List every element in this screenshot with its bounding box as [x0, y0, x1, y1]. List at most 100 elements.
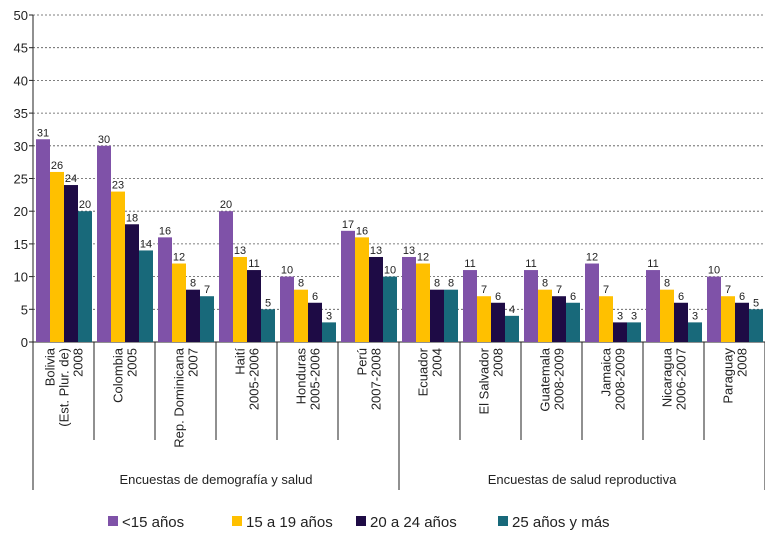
- value-label: 5: [265, 297, 271, 309]
- x-tick-label: 2008: [71, 348, 86, 377]
- x-tick-label: Rep. Dominicana: [172, 347, 187, 447]
- bar: [735, 302, 749, 342]
- bar: [707, 276, 721, 342]
- value-label: 11: [525, 258, 536, 270]
- bar: [111, 191, 125, 342]
- bar: [261, 309, 275, 342]
- bar: [355, 237, 369, 342]
- value-label: 10: [708, 265, 720, 277]
- bar: [430, 289, 444, 342]
- value-label: 17: [342, 219, 354, 231]
- bar: [674, 302, 688, 342]
- bar: [369, 256, 383, 342]
- legend-swatch: [356, 516, 366, 526]
- value-label: 12: [586, 252, 598, 264]
- value-label: 18: [126, 212, 138, 224]
- bar: [505, 315, 519, 342]
- bar: [341, 230, 355, 342]
- x-tick-label: Paraguay: [721, 348, 736, 404]
- x-tick-label: Bolivia: [43, 347, 58, 386]
- x-tick-label: 2006-2007: [674, 348, 689, 410]
- x-tick-label: 2008-2009: [552, 348, 567, 410]
- value-label: 7: [725, 284, 731, 296]
- value-label: 26: [51, 160, 63, 172]
- value-label: 8: [190, 278, 196, 290]
- value-label: 6: [495, 291, 501, 303]
- bar: [294, 289, 308, 342]
- y-tick-label: 35: [14, 106, 28, 121]
- legend-label: <15 años: [122, 514, 184, 531]
- value-label: 13: [234, 245, 246, 257]
- legend-swatch: [498, 516, 508, 526]
- value-label: 30: [98, 134, 110, 146]
- legend-swatch: [232, 516, 242, 526]
- y-tick-label: 25: [14, 172, 28, 187]
- bar: [402, 256, 416, 342]
- y-tick-label: 20: [14, 204, 28, 219]
- bar: [585, 263, 599, 342]
- y-tick-label: 5: [21, 302, 28, 317]
- bar: [444, 289, 458, 342]
- value-label: 12: [417, 252, 429, 264]
- legend-label: 20 a 24 años: [370, 514, 457, 531]
- legend-label: 15 a 19 años: [246, 514, 333, 531]
- bar: [200, 296, 214, 342]
- value-label: 13: [403, 245, 415, 257]
- x-tick-label: Colombia: [111, 347, 126, 403]
- value-label: 14: [140, 238, 152, 250]
- value-label: 3: [692, 310, 698, 322]
- value-label: 16: [159, 225, 171, 237]
- bar: [97, 145, 111, 342]
- bar: [749, 309, 763, 342]
- bar: [688, 322, 702, 342]
- y-tick-label: 40: [14, 73, 28, 88]
- bar: [186, 289, 200, 342]
- bar: [660, 289, 674, 342]
- x-tick-label: Nicaragua: [660, 347, 675, 407]
- value-label: 7: [556, 284, 562, 296]
- bar: [566, 302, 580, 342]
- value-label: 20: [79, 199, 91, 211]
- group-label: Encuestas de demografía y salud: [120, 472, 313, 487]
- x-tick-label: 2004: [430, 348, 445, 377]
- value-label: 23: [112, 180, 124, 192]
- y-tick-label: 45: [14, 41, 28, 56]
- y-tick-label: 30: [14, 139, 28, 154]
- x-tick-label: Honduras: [294, 348, 309, 405]
- value-label: 16: [356, 225, 368, 237]
- value-label: 3: [617, 310, 623, 322]
- group-label: Encuestas de salud reproductiva: [488, 472, 677, 487]
- value-label: 12: [173, 252, 185, 264]
- value-label: 24: [65, 173, 77, 185]
- x-tick-label: 2008: [735, 348, 750, 377]
- bar: [646, 270, 660, 342]
- value-label: 6: [739, 291, 745, 303]
- value-label: 4: [509, 304, 515, 316]
- value-label: 6: [678, 291, 684, 303]
- value-label: 8: [448, 278, 454, 290]
- value-label: 8: [542, 278, 548, 290]
- bar: [322, 322, 336, 342]
- bar: [247, 270, 261, 342]
- x-tick-label: 2005-2006: [247, 348, 262, 410]
- bar: [158, 237, 172, 342]
- bar: [599, 296, 613, 342]
- value-label: 7: [481, 284, 487, 296]
- y-tick-label: 50: [14, 8, 28, 23]
- bar: [463, 270, 477, 342]
- bar: [219, 211, 233, 342]
- value-label: 13: [370, 245, 382, 257]
- y-tick-label: 10: [14, 270, 28, 285]
- value-label: 6: [570, 291, 576, 303]
- x-tick-label: 2005-2006: [308, 348, 323, 410]
- bar: [125, 224, 139, 342]
- bar: [491, 302, 505, 342]
- value-label: 6: [312, 291, 318, 303]
- value-label: 10: [384, 265, 396, 277]
- x-tick-label: Jamaica: [599, 347, 614, 396]
- bar: [627, 322, 641, 342]
- bar: [139, 250, 153, 342]
- value-label: 8: [298, 278, 304, 290]
- value-label: 7: [204, 284, 210, 296]
